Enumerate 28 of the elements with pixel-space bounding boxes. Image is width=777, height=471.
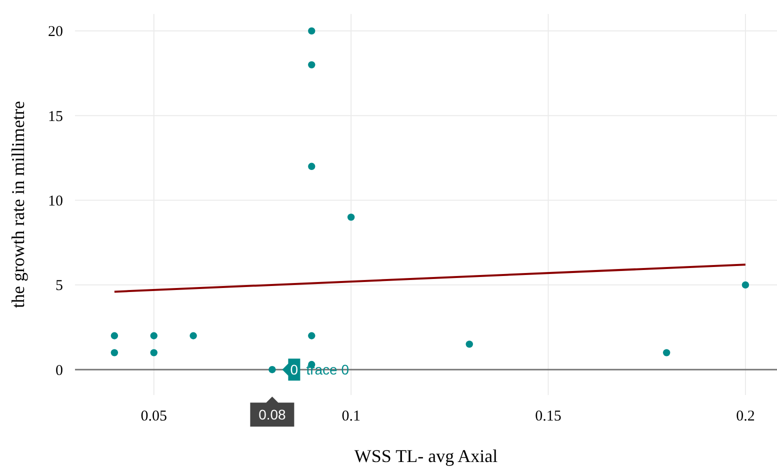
y-tick-label: 20 (48, 24, 63, 40)
point (190, 332, 197, 340)
x-tick-label: 0.15 (535, 408, 562, 424)
point (308, 61, 316, 68)
annotation: 0 (290, 362, 298, 378)
y-tick-label: 5 (56, 278, 63, 294)
point (308, 162, 316, 170)
y-tick-label: 10 (48, 194, 63, 210)
x-tick-label: 0.1 (342, 408, 360, 424)
point (268, 366, 276, 374)
x-tick-label: 0.2 (736, 408, 755, 424)
x-axis-title: WSS TL- avg Axial (354, 446, 498, 466)
point (150, 332, 158, 340)
point (308, 27, 316, 35)
point (110, 332, 118, 340)
point (466, 340, 473, 348)
point (742, 281, 750, 289)
annotation: 0.08 (258, 406, 286, 422)
point (150, 349, 158, 356)
point (110, 349, 118, 356)
y-axis-title: the growth rate in millimetre (8, 101, 28, 308)
legend-label: trace 0 (306, 362, 350, 378)
y-tick-label: 0 (56, 362, 63, 379)
point (308, 332, 316, 340)
point (662, 349, 670, 356)
point (347, 214, 355, 221)
x-tick-label: 0.05 (140, 408, 167, 424)
y-tick-label: 15 (48, 108, 63, 125)
